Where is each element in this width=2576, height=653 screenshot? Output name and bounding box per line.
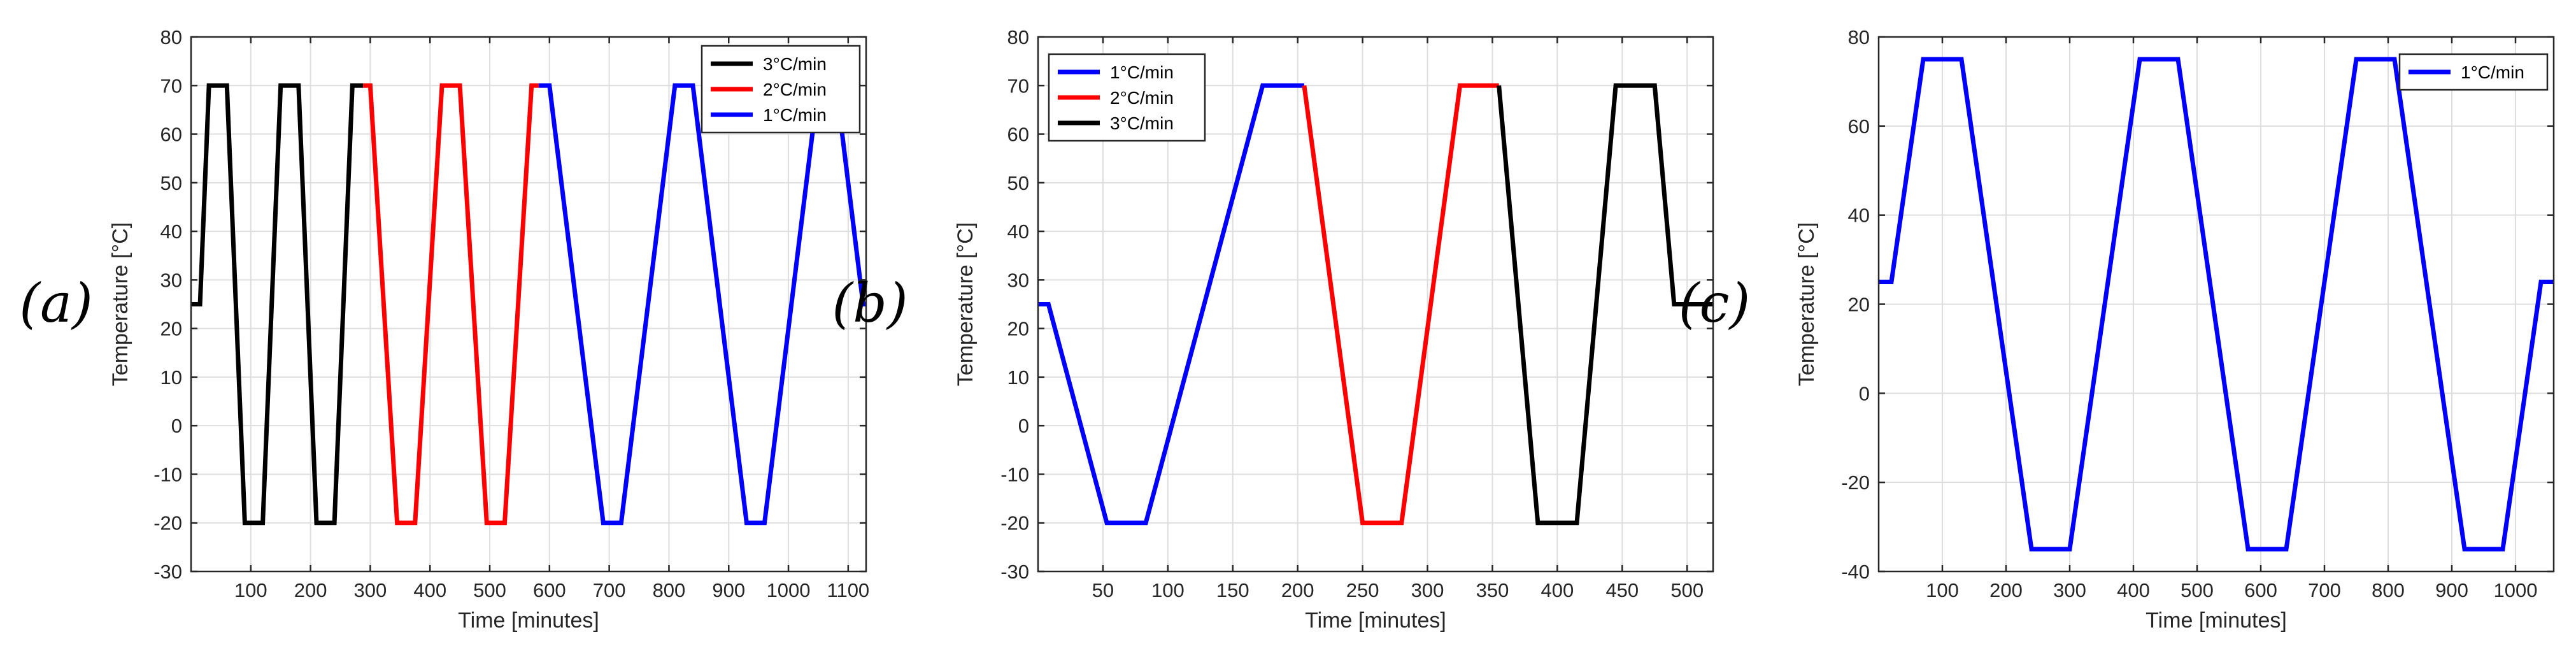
y-axis-label: Temperature [°C]	[953, 222, 978, 386]
x-tick-label: 450	[1605, 579, 1639, 601]
chart-panel-3: 100 200 300 400 500 600 700 800 900 1000 -40 -20 0 20…	[1679, 26, 2555, 633]
x-tick-label: 500	[2181, 579, 2214, 601]
y-tick-label: 40	[1848, 205, 1870, 227]
chart-panel-1: 100 200 300 400 500 600 700 800 900 1000 1100-30-2…	[19, 26, 869, 633]
series-line-1	[1038, 83, 1304, 526]
series-line-1	[191, 83, 364, 526]
x-tick-label: 300	[2053, 579, 2086, 601]
legend-entry-label: 1°C/min	[2461, 62, 2524, 82]
legend-entry-label: 3°C/min	[763, 54, 827, 74]
y-tick-label: 40	[1007, 220, 1029, 243]
axes-box	[1037, 36, 1714, 573]
y-axis-label: Temperature [°C]	[108, 222, 132, 386]
panel-label: (c)	[1679, 272, 1751, 334]
panel-label: (a)	[19, 272, 93, 334]
y-tick-label: 10	[1007, 366, 1029, 389]
x-tick-label: 600	[533, 579, 566, 601]
x-tick-label: 800	[2372, 579, 2405, 601]
series-line-2	[1302, 83, 1499, 526]
x-tick-label: 300	[1411, 579, 1444, 601]
chart-panel-2: 50 100 150 200 250 300 350 400 450 500 -30 -20 -10 0 1…	[832, 26, 1714, 633]
legend-entry-label: 3°C/min	[1110, 113, 1174, 133]
y-tick-label: -40	[1841, 561, 1870, 583]
y-tick-label: 0	[171, 415, 182, 437]
x-tick-label: 100	[1151, 579, 1185, 601]
y-tick-label: 60	[1007, 124, 1029, 146]
x-tick-label: 700	[593, 579, 626, 601]
y-tick-label: 40	[160, 220, 182, 243]
y-tick-label: -10	[1000, 463, 1029, 485]
y-tick-label: -20	[1841, 471, 1870, 494]
x-tick-label: 400	[1541, 579, 1574, 601]
x-tick-label: 500	[473, 579, 506, 601]
legend-entry-label: 1°C/min	[1110, 62, 1174, 82]
legend-entry-label: 2°C/min	[1110, 88, 1174, 108]
y-tick-label: -10	[153, 463, 182, 485]
legend: 1°C/min 2°C/min 3°C/min	[1048, 53, 1206, 142]
x-tick-label: 100	[234, 579, 267, 601]
x-tick-label: 100	[1926, 579, 1959, 601]
x-tick-label: 250	[1346, 579, 1379, 601]
x-tick-label: 600	[2244, 579, 2277, 601]
y-tick-label: 80	[1007, 26, 1029, 48]
x-tick-label: 500	[1670, 579, 1704, 601]
y-tick-label: 50	[160, 172, 182, 194]
y-tick-label: 50	[1007, 172, 1029, 194]
x-tick-label: 200	[1281, 579, 1314, 601]
y-tick-label: 60	[1848, 115, 1870, 138]
axes-box	[190, 36, 867, 573]
y-tick-label: -30	[1000, 561, 1029, 583]
y-axis-label: Temperature [°C]	[1795, 222, 1819, 386]
x-axis-label: Time [minutes]	[458, 608, 599, 633]
y-tick-label: 0	[1859, 382, 1870, 405]
legend-entry-label: 1°C/min	[763, 105, 827, 125]
x-tick-label: 50	[1092, 579, 1114, 601]
y-tick-label: 70	[160, 75, 182, 97]
legend: 1°C/min	[2398, 53, 2549, 91]
x-tick-label: 900	[2435, 579, 2468, 601]
y-tick-label: 20	[160, 318, 182, 340]
x-tick-label: 1000	[767, 579, 811, 601]
y-tick-label: 60	[160, 124, 182, 146]
x-tick-label: 200	[1989, 579, 2023, 601]
x-tick-label: 200	[294, 579, 327, 601]
y-tick-label: 80	[160, 26, 182, 48]
panel-label: (b)	[832, 272, 907, 334]
x-tick-label: 1000	[2494, 579, 2538, 601]
legend: 3°C/min 2°C/min 1°C/min	[701, 45, 861, 134]
y-tick-label: 20	[1848, 294, 1870, 316]
x-tick-label: 1100	[827, 579, 870, 601]
series-line-3	[1497, 83, 1713, 526]
y-tick-label: -30	[153, 561, 182, 583]
y-tick-label: 70	[1007, 75, 1029, 97]
x-tick-label: 900	[712, 579, 745, 601]
y-tick-label: 10	[160, 366, 182, 389]
x-tick-label: 300	[354, 579, 387, 601]
series-line-1	[1879, 57, 2554, 552]
y-tick-label: -20	[1000, 512, 1029, 535]
x-axis-label: Time [minutes]	[1305, 608, 1446, 633]
y-tick-label: -20	[153, 512, 182, 535]
series-line-2	[363, 83, 539, 526]
x-tick-label: 400	[413, 579, 446, 601]
x-tick-label: 400	[2117, 579, 2150, 601]
y-tick-label: 20	[1007, 318, 1029, 340]
x-tick-label: 350	[1476, 579, 1509, 601]
x-tick-label: 700	[2308, 579, 2341, 601]
y-tick-label: 0	[1018, 415, 1029, 437]
y-tick-label: 30	[1007, 269, 1029, 291]
x-tick-label: 800	[653, 579, 686, 601]
x-tick-label: 150	[1216, 579, 1249, 601]
y-tick-label: 80	[1848, 26, 1870, 48]
legend-entry-label: 2°C/min	[763, 80, 827, 99]
y-tick-label: 30	[160, 269, 182, 291]
x-axis-label: Time [minutes]	[2145, 608, 2287, 633]
